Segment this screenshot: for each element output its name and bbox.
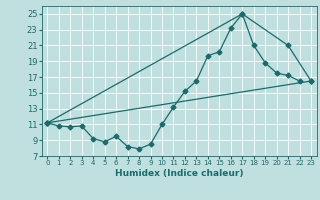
X-axis label: Humidex (Indice chaleur): Humidex (Indice chaleur)	[115, 169, 244, 178]
